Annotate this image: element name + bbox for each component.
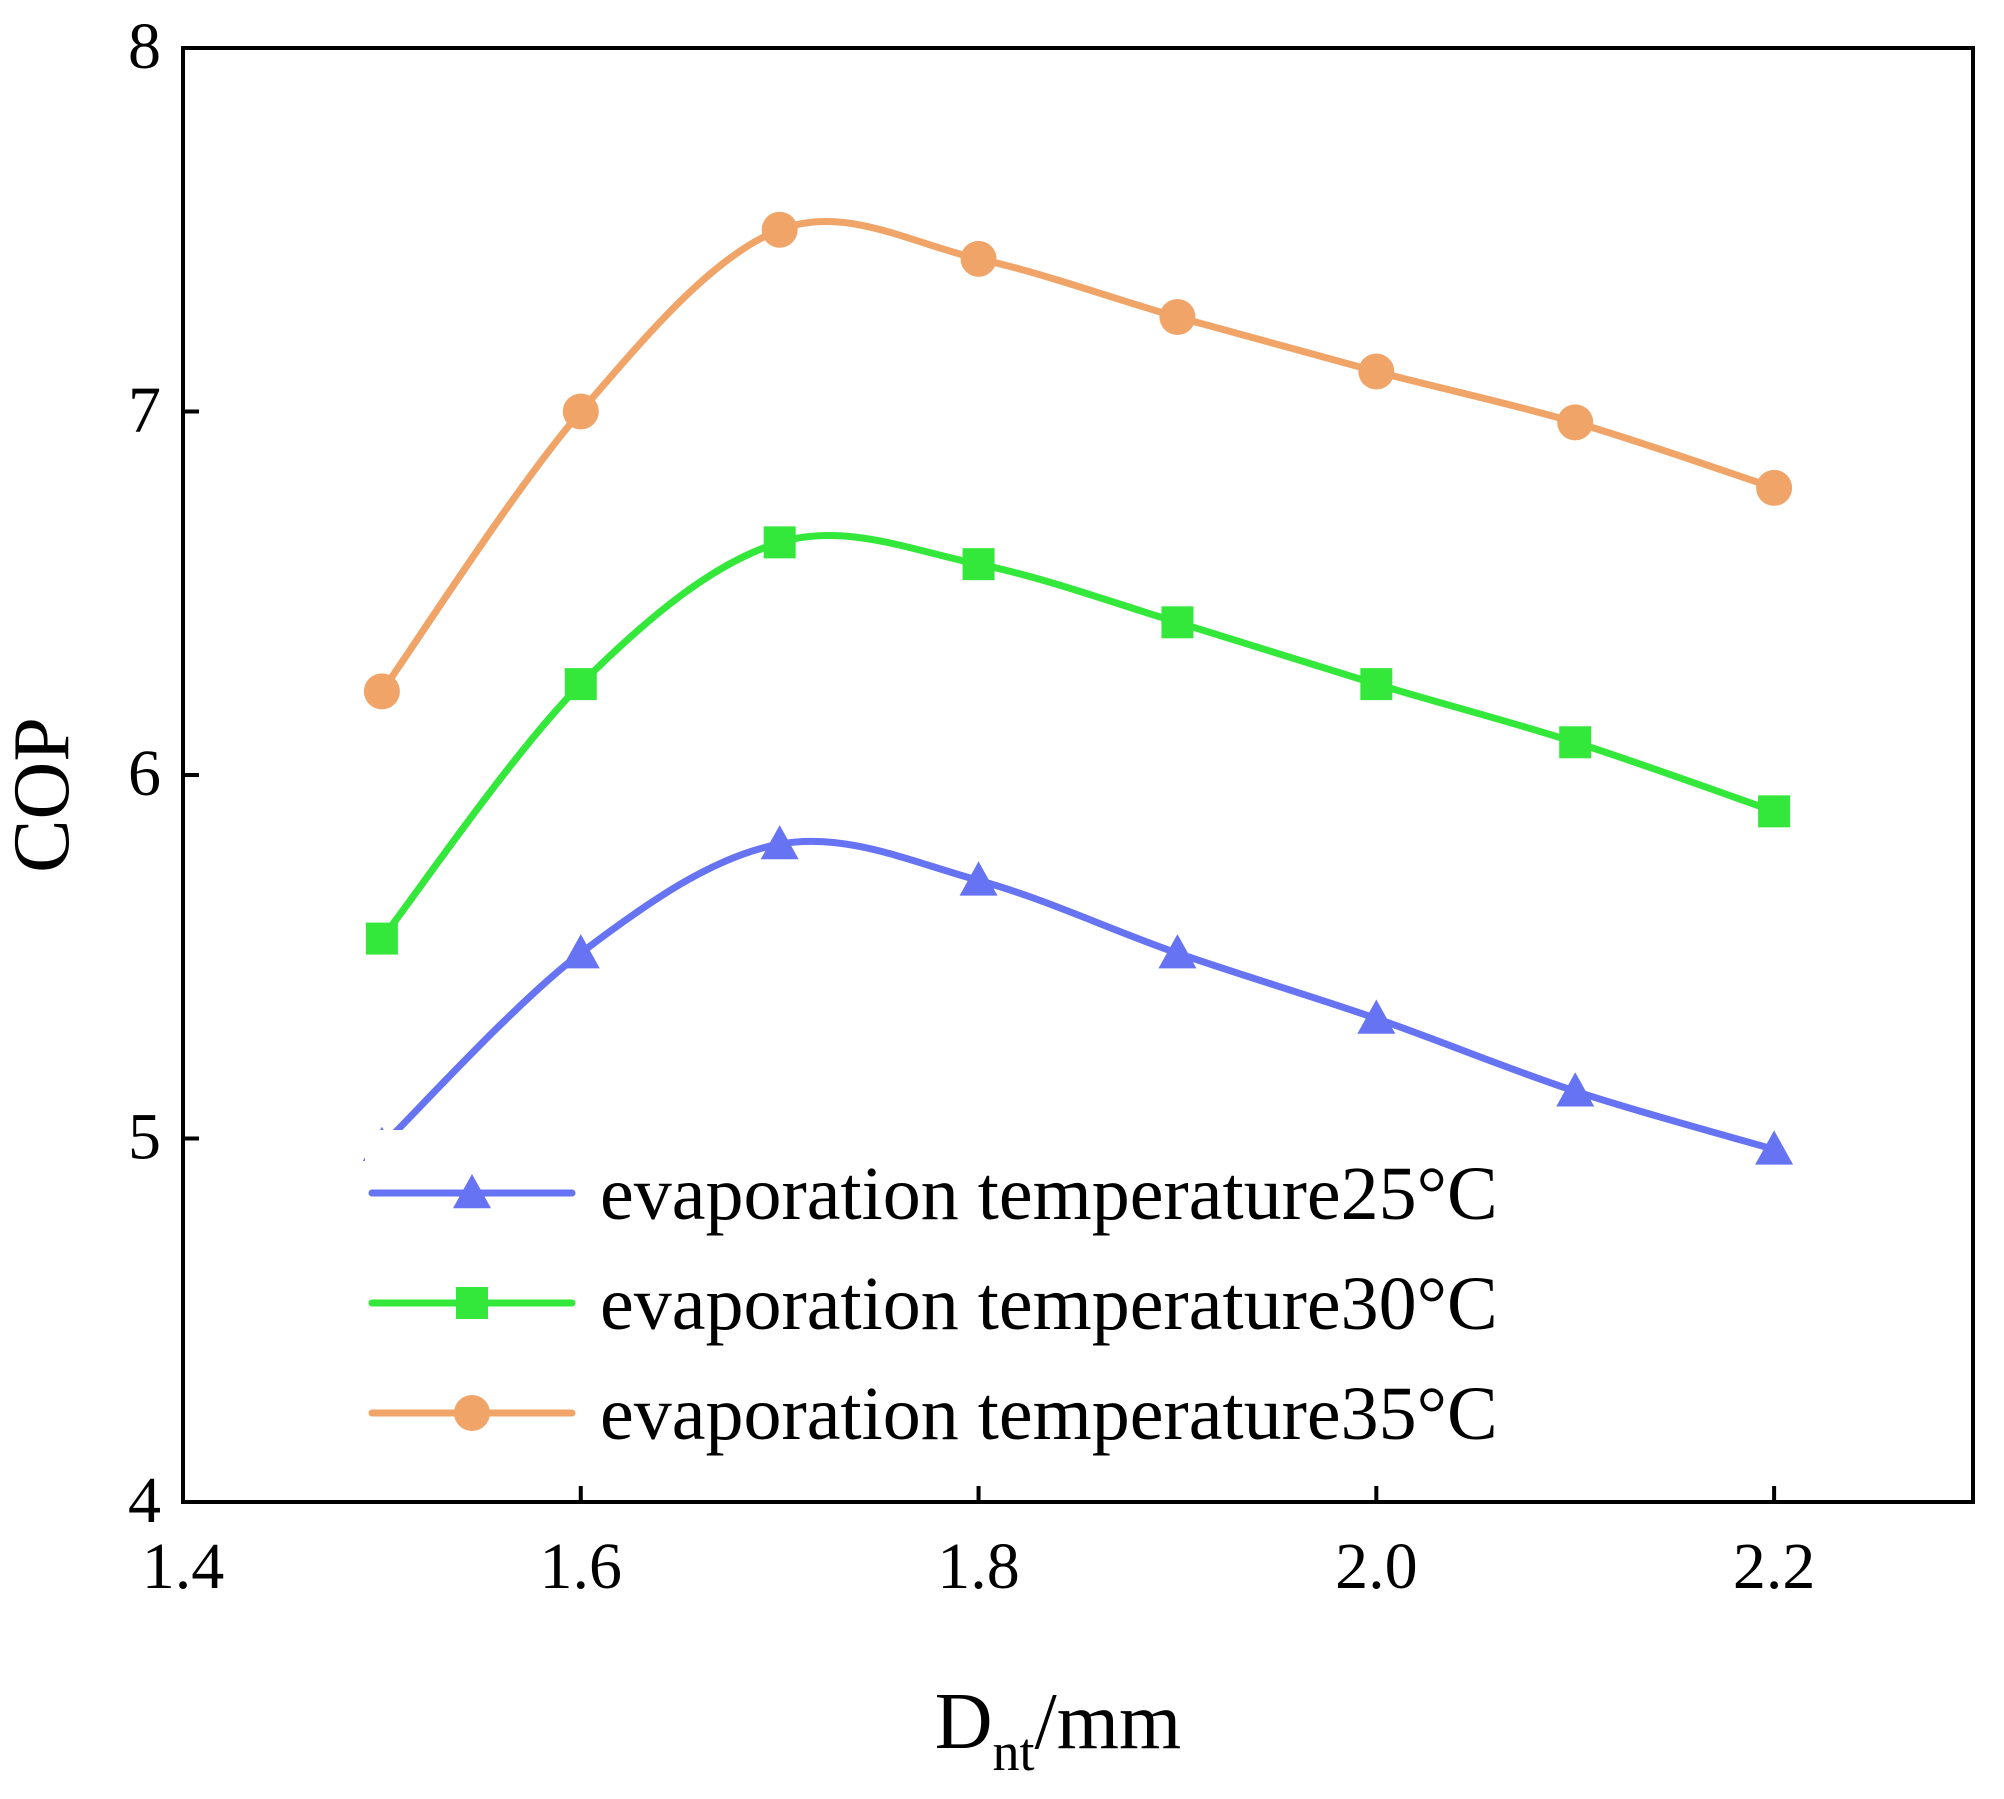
data-point xyxy=(1756,469,1793,506)
y-tick-label: 8 xyxy=(128,10,161,83)
data-point xyxy=(763,526,796,559)
legend-label: evaporation temperature35°C xyxy=(600,1372,1498,1456)
series-3 xyxy=(363,211,1793,710)
legend-item: evaporation temperature35°C xyxy=(368,1372,1498,1456)
data-point xyxy=(561,934,600,969)
data-point xyxy=(1158,934,1197,969)
x-axis-title-unit: /mm xyxy=(1035,1678,1182,1766)
legend-item: evaporation temperature25°C xyxy=(368,1152,1498,1236)
legend-marker xyxy=(456,1287,488,1319)
data-point xyxy=(1159,298,1196,335)
data-point xyxy=(1161,606,1194,639)
series-2 xyxy=(365,526,1791,955)
data-point xyxy=(365,922,398,955)
legend-background xyxy=(365,1130,1665,1460)
y-axis-title: COP xyxy=(0,717,86,873)
data-point xyxy=(1360,668,1393,701)
x-tick-label: 2.2 xyxy=(1733,1530,1816,1603)
x-tick-label: 1.8 xyxy=(937,1530,1020,1603)
series-layer xyxy=(362,211,1794,1165)
x-axis-title-subscript: nt xyxy=(993,1722,1035,1782)
axis-ticks: 1.4 1.6 1.8 2.0 2.2 4 5 6 7 8 xyxy=(128,10,1815,1603)
data-point xyxy=(1556,1072,1595,1107)
data-point xyxy=(1755,1130,1794,1165)
data-point xyxy=(1559,726,1592,759)
x-tick-label: 2.0 xyxy=(1335,1530,1418,1603)
data-point xyxy=(960,240,997,277)
x-tick-label: 1.4 xyxy=(142,1530,225,1603)
legend-label: evaporation temperature25°C xyxy=(600,1152,1498,1236)
legend-marker xyxy=(453,1174,491,1209)
y-tick-label: 5 xyxy=(128,1101,161,1174)
data-point xyxy=(363,673,400,710)
data-point xyxy=(1557,404,1594,441)
data-point xyxy=(962,548,995,581)
data-point xyxy=(564,668,597,701)
legend-label: evaporation temperature30°C xyxy=(600,1262,1498,1346)
legend-item: evaporation temperature30°C xyxy=(368,1262,1498,1346)
data-point xyxy=(760,825,799,860)
y-tick-label: 6 xyxy=(128,737,161,810)
data-point xyxy=(761,211,798,248)
x-axis-title: Dnt/mm xyxy=(935,1678,1181,1782)
legend-marker xyxy=(454,1395,490,1431)
x-tick-label: 1.6 xyxy=(540,1530,623,1603)
data-point xyxy=(959,861,998,896)
data-point xyxy=(1357,999,1396,1034)
data-point xyxy=(1358,353,1395,390)
y-tick-label: 7 xyxy=(128,374,161,447)
y-tick-label: 4 xyxy=(128,1464,161,1537)
data-point xyxy=(1758,795,1791,828)
data-point xyxy=(562,393,599,430)
legend: evaporation temperature25°C evaporation t… xyxy=(368,1152,1498,1456)
x-axis-title-main: D xyxy=(935,1678,993,1766)
